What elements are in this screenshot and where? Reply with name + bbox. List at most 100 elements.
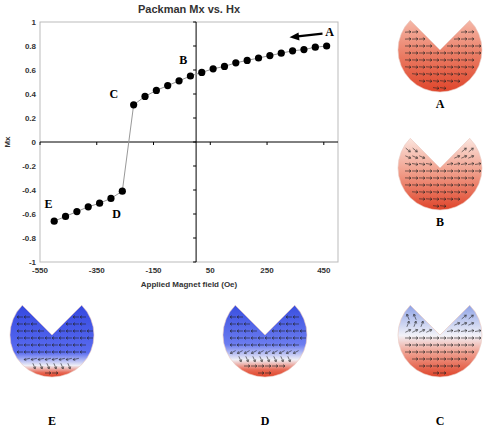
moment-arrow xyxy=(405,156,410,159)
moment-arrow xyxy=(230,316,236,319)
moment-arrow xyxy=(454,170,460,173)
moment-arrow xyxy=(237,323,243,326)
moment-arrow xyxy=(230,330,236,333)
moment-arrow xyxy=(414,321,417,327)
moment-arrow xyxy=(433,184,439,187)
sweep-arrow-head xyxy=(289,33,299,41)
moment-arrow xyxy=(426,45,432,48)
moment-arrow xyxy=(412,59,418,62)
moment-arrow xyxy=(447,191,453,194)
moment-arrow xyxy=(73,358,79,361)
moment-arrow xyxy=(265,344,271,347)
moment-arrow xyxy=(440,191,446,194)
moment-arrow xyxy=(45,358,51,361)
moment-arrow xyxy=(454,198,460,201)
moment-arrow xyxy=(461,177,467,180)
moment-arrow xyxy=(52,344,58,347)
y-tick-label: 0.8 xyxy=(25,42,37,51)
moment-arrow xyxy=(31,358,37,361)
moment-arrow xyxy=(440,80,446,83)
data-point xyxy=(141,93,148,100)
moment-arrow xyxy=(17,337,23,340)
moment-arrow xyxy=(293,337,299,340)
panel-label: D xyxy=(261,414,270,428)
moment-arrow xyxy=(17,351,23,354)
moment-arrow xyxy=(66,330,72,333)
y-tick-label: -0.2 xyxy=(22,162,36,171)
magnetization-panel: C xyxy=(398,305,482,428)
moment-arrow xyxy=(440,170,446,173)
moment-arrow xyxy=(461,52,467,55)
moment-arrow xyxy=(405,329,410,332)
moment-arrow xyxy=(440,351,446,354)
moment-arrow xyxy=(468,330,474,333)
moment-arrow xyxy=(454,191,460,194)
moment-arrow xyxy=(406,314,409,320)
moment-arrow xyxy=(468,177,474,180)
moment-arrow xyxy=(461,45,467,48)
moment-arrow xyxy=(251,337,257,340)
moment-arrow xyxy=(419,52,425,55)
data-point xyxy=(266,52,273,59)
data-point xyxy=(85,203,92,210)
moment-arrow xyxy=(419,198,425,201)
y-axis-title: Mx xyxy=(3,136,12,148)
moment-arrow xyxy=(38,344,44,347)
moment-arrow xyxy=(454,177,460,180)
moment-arrow xyxy=(59,344,65,347)
moment-arrow xyxy=(461,59,467,62)
moment-arrow xyxy=(447,358,453,361)
moment-arrow xyxy=(405,66,411,69)
moment-arrow xyxy=(454,184,460,187)
data-point xyxy=(153,87,160,94)
moment-arrow xyxy=(419,80,425,83)
moment-arrow xyxy=(73,323,79,326)
moment-arrow xyxy=(281,356,284,361)
sweep-arrow xyxy=(295,34,322,37)
moment-arrow xyxy=(440,66,446,69)
moment-arrow xyxy=(433,344,439,347)
moment-arrow xyxy=(66,337,72,340)
annotation: E xyxy=(45,197,53,211)
moment-arrow xyxy=(433,66,439,69)
moment-arrow xyxy=(468,337,474,340)
moment-arrow xyxy=(461,191,467,194)
moment-arrow xyxy=(433,365,439,368)
y-tick xyxy=(193,214,196,215)
x-tick-label: -550 xyxy=(32,266,49,275)
y-tick xyxy=(193,22,196,23)
data-point xyxy=(232,59,239,66)
moment-arrow xyxy=(286,330,292,333)
moment-arrow xyxy=(468,170,474,173)
moment-arrow xyxy=(447,198,453,201)
moment-arrow xyxy=(286,337,292,340)
moment-arrow xyxy=(405,351,411,354)
moment-arrow xyxy=(412,45,418,48)
moment-arrow xyxy=(433,351,439,354)
moment-arrow xyxy=(447,184,453,187)
moment-arrow xyxy=(433,358,439,361)
moment-arrow xyxy=(272,344,278,347)
moment-arrow xyxy=(274,356,277,361)
moment-arrow xyxy=(412,163,418,166)
data-line xyxy=(54,46,326,221)
panel-label: C xyxy=(436,414,445,428)
moment-arrow xyxy=(433,177,439,180)
moment-arrow xyxy=(433,337,439,340)
data-point xyxy=(244,57,251,64)
moment-arrow xyxy=(447,163,453,166)
moment-arrow xyxy=(421,321,424,327)
moment-arrow xyxy=(433,191,439,194)
moment-arrow xyxy=(426,365,432,368)
moment-arrow xyxy=(237,316,243,319)
moment-arrow xyxy=(440,177,446,180)
moment-arrow xyxy=(45,351,51,354)
y-tick xyxy=(193,190,196,191)
moment-arrow xyxy=(279,323,285,326)
data-point xyxy=(107,195,114,202)
annotation: C xyxy=(109,87,118,101)
y-tick-label: 1 xyxy=(32,18,37,27)
moment-arrow xyxy=(405,344,411,347)
data-point xyxy=(221,63,228,70)
data-point xyxy=(96,200,103,207)
